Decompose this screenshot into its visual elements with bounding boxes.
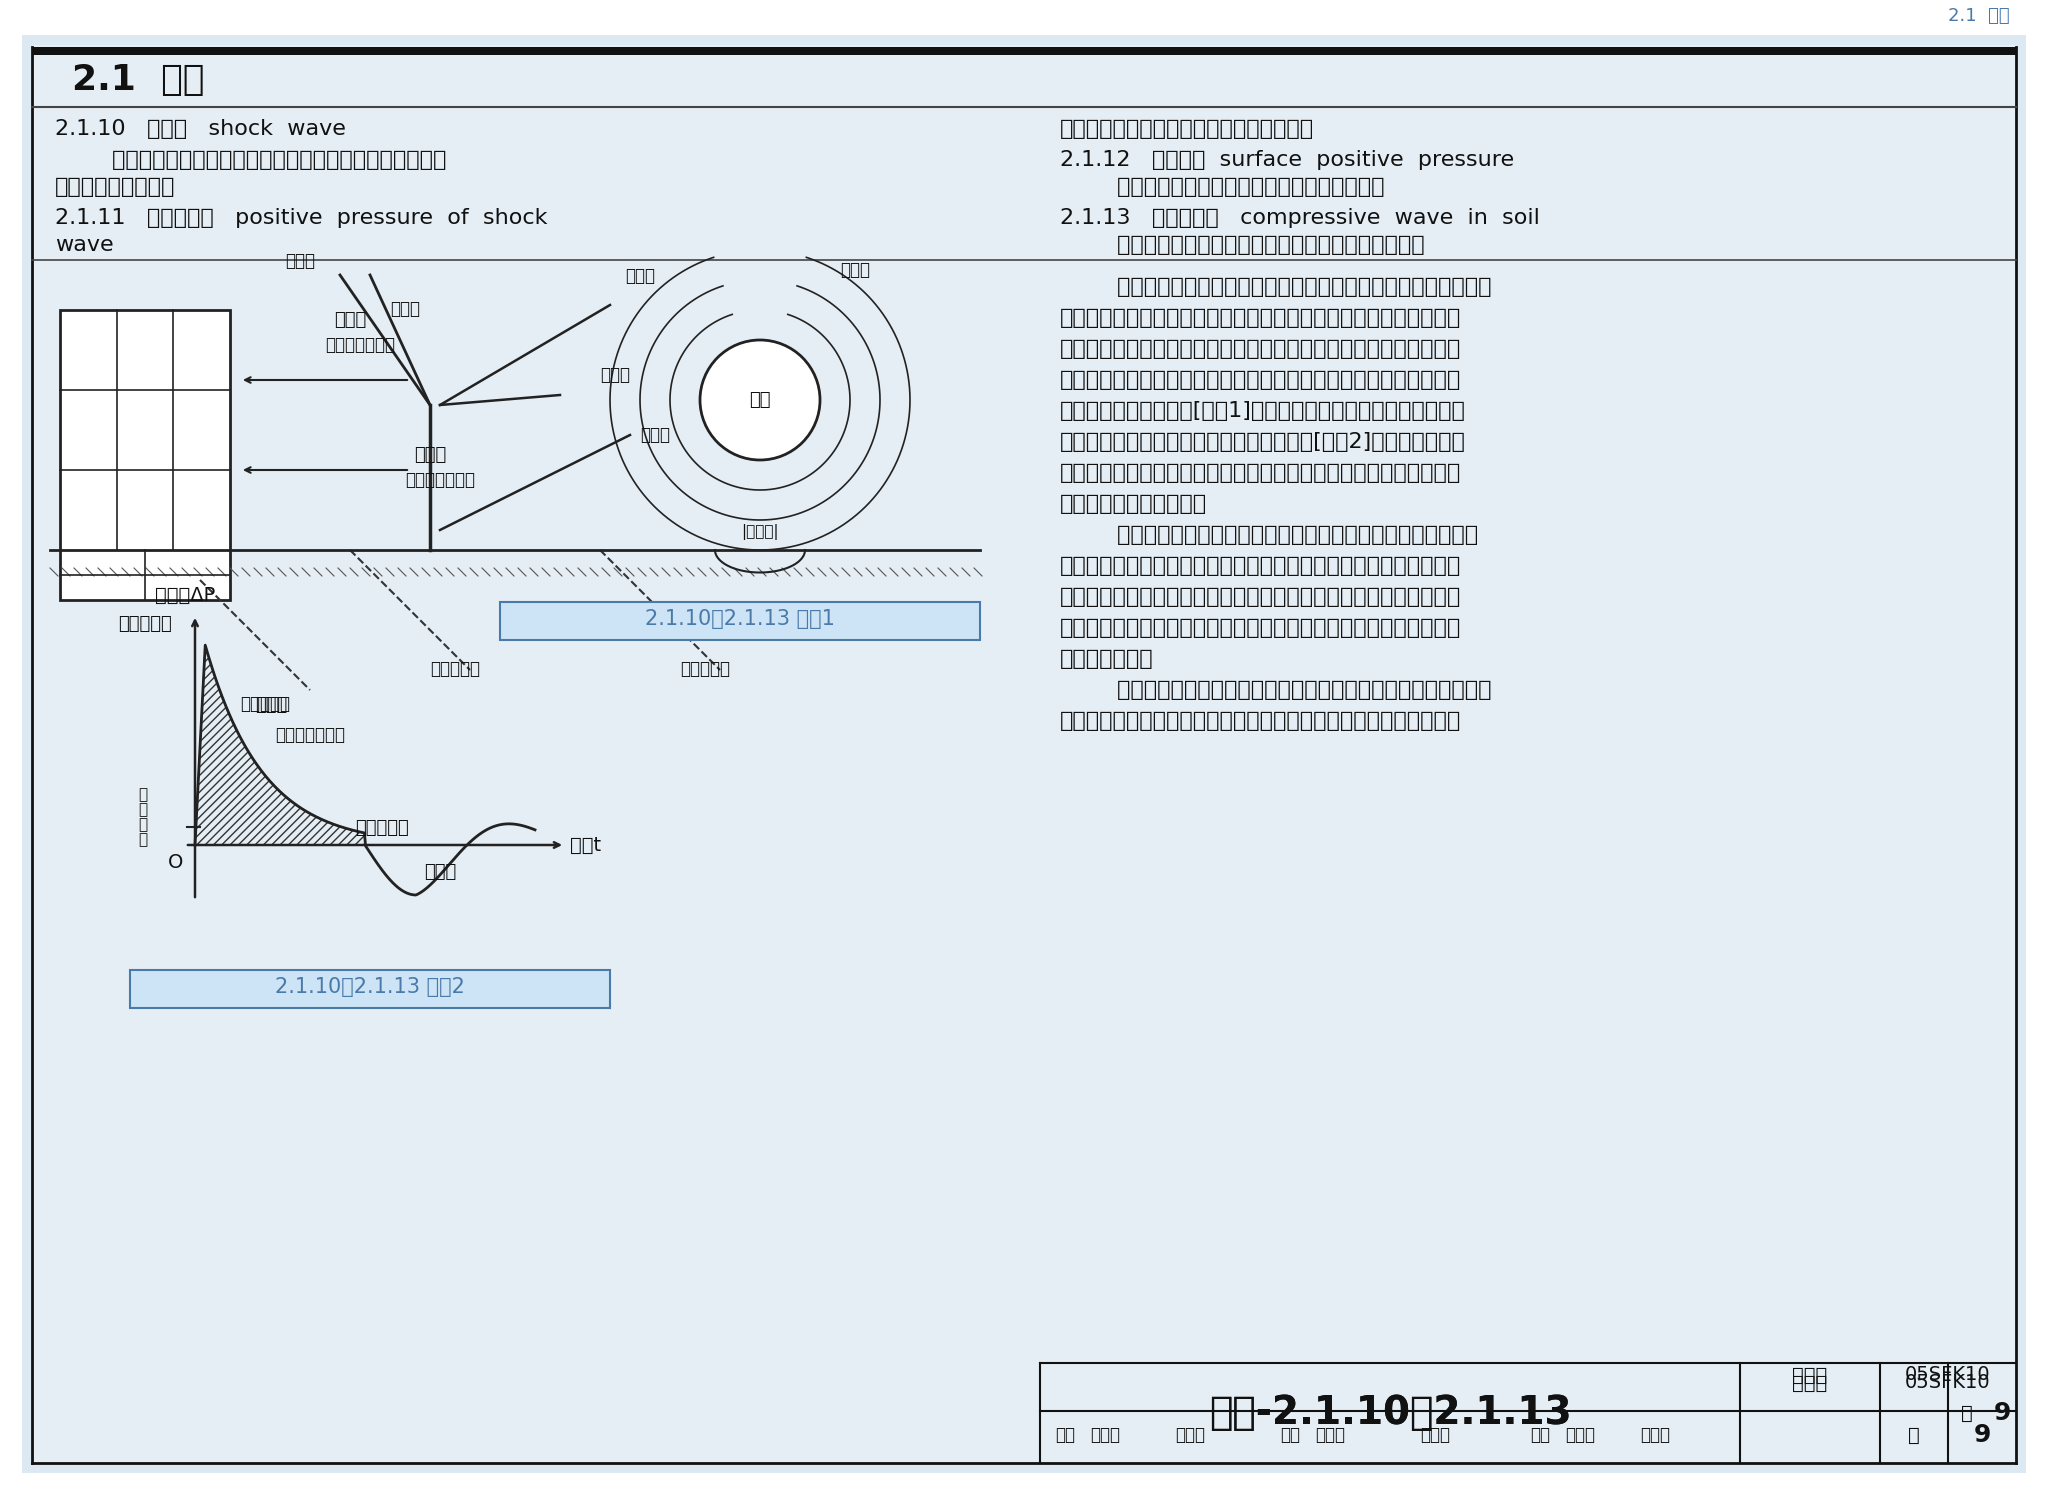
Text: 反射波: 反射波 bbox=[600, 366, 631, 384]
Text: 核爆动荷载: 核爆动荷载 bbox=[119, 614, 172, 632]
Text: 2.1.13   土中压缩波   compressive  wave  in  soil: 2.1.13 土中压缩波 compressive wave in soil bbox=[1061, 208, 1540, 229]
Text: 合成波: 合成波 bbox=[414, 446, 446, 463]
Text: 数强间断面的纵波。: 数强间断面的纵波。 bbox=[55, 176, 176, 197]
Text: 赵贵华: 赵贵华 bbox=[1565, 1426, 1595, 1444]
Text: 2.1.12   地面超压  surface  positive  pressure: 2.1.12 地面超压 surface positive pressure bbox=[1061, 150, 1513, 170]
Text: 土中压缩波: 土中压缩波 bbox=[430, 659, 479, 679]
Text: 爆炸时会在空气中产生空气冲击波，在土中会产生直接土中压缩波。: 爆炸时会在空气中产生空气冲击波，在土中会产生直接土中压缩波。 bbox=[1061, 556, 1462, 576]
Text: 出: 出 bbox=[139, 788, 147, 803]
Text: 土洋平: 土洋平 bbox=[1176, 1426, 1204, 1444]
Text: 爆心: 爆心 bbox=[750, 392, 770, 410]
Text: 页: 页 bbox=[1909, 1426, 1919, 1444]
Bar bbox=[59, 309, 229, 599]
Text: 土中会形成土中压缩波[图示1]。反射波传播到一定距离时，会与入: 土中会形成土中压缩波[图示1]。反射波传播到一定距离时，会与入 bbox=[1061, 401, 1466, 422]
Text: 术语-2.1.10～2.1.13: 术语-2.1.10～2.1.13 bbox=[1208, 1393, 1571, 1432]
Text: 马希荣: 马希荣 bbox=[1090, 1426, 1120, 1444]
Text: 2.1.10   冲击波   shock  wave: 2.1.10 冲击波 shock wave bbox=[55, 120, 346, 139]
Text: 冲击波超压波形: 冲击波超压波形 bbox=[274, 727, 344, 745]
Text: 图集号: 图集号 bbox=[1792, 1374, 1827, 1392]
Text: 现: 现 bbox=[139, 803, 147, 818]
Text: O: O bbox=[168, 854, 182, 872]
Text: 审核: 审核 bbox=[1055, 1426, 1075, 1444]
Text: 超压值ΔP: 超压值ΔP bbox=[156, 586, 215, 605]
Text: 入射波: 入射波 bbox=[639, 426, 670, 444]
Text: 土中压缩波: 土中压缩波 bbox=[680, 659, 729, 679]
Text: wave: wave bbox=[55, 235, 113, 256]
Text: 武器爆炸作用下，在土中传播并使其受到压缩的波。: 武器爆炸作用下，在土中传播并使其受到压缩的波。 bbox=[1061, 235, 1425, 256]
Text: 合成波: 合成波 bbox=[334, 311, 367, 329]
Text: 常规武器主要指装有常规弹头的航弹和导弹。常规武器在地面: 常规武器主要指装有常规弹头的航弹和导弹。常规武器在地面 bbox=[1061, 525, 1479, 546]
Text: 王换东: 王换东 bbox=[1315, 1426, 1346, 1444]
Text: 2.1  术语: 2.1 术语 bbox=[1948, 7, 2009, 25]
Text: （空气冲击波）: （空气冲击波） bbox=[406, 471, 475, 489]
Bar bbox=[33, 46, 2015, 55]
Text: 王映东: 王映东 bbox=[1419, 1426, 1450, 1444]
Text: 2.1.10～2.1.13 图示2: 2.1.10～2.1.13 图示2 bbox=[274, 978, 465, 997]
Text: 高压气团急剧膨胀，猛烈压缩周围空气，在空气中形成具有强间断面: 高压气团急剧膨胀，猛烈压缩周围空气，在空气中形成具有强间断面 bbox=[1061, 308, 1462, 327]
Text: 核武器在空中爆炸时会瞬间形成极高温极高压的气团，随着高温: 核武器在空中爆炸时会瞬间形成极高温极高压的气团，随着高温 bbox=[1061, 277, 1491, 298]
Text: 土中压缩波: 土中压缩波 bbox=[240, 695, 291, 713]
Text: 赵贵平: 赵贵平 bbox=[1640, 1426, 1669, 1444]
Text: 压缩区: 压缩区 bbox=[256, 697, 287, 715]
Text: 的纵波，即空气冲击波。空中爆炸时空气冲击波最初呈球形向周围扩: 的纵波，即空气冲击波。空中爆炸时空气冲击波最初呈球形向周围扩 bbox=[1061, 339, 1462, 359]
Text: 9: 9 bbox=[1993, 1401, 2011, 1425]
Text: 护结构（包括顶板、外墙、临空墙和底板等）会形成明显的动荷载。: 护结构（包括顶板、外墙、临空墙和底板等）会形成明显的动荷载。 bbox=[1061, 712, 1462, 731]
Text: 装药量的大小。: 装药量的大小。 bbox=[1061, 649, 1153, 668]
Text: 术语-2.1.10～2.1.13: 术语-2.1.10～2.1.13 bbox=[1208, 1393, 1571, 1432]
Text: 系指防空地下室室外地面的冲击波超压峰值。: 系指防空地下室室外地面的冲击波超压峰值。 bbox=[1061, 176, 1384, 197]
Text: 而且沿地面传播的空气冲击波在土中也会引发感生土中压缩波。防常: 而且沿地面传播的空气冲击波在土中也会引发感生土中压缩波。防常 bbox=[1061, 588, 1462, 607]
Text: 规武器抗力级别是按其在地面爆炸时的破坏效应划分的，主要取决于: 规武器抗力级别是按其在地面爆炸时的破坏效应划分的，主要取决于 bbox=[1061, 617, 1462, 638]
Text: 正常大气压: 正常大气压 bbox=[354, 819, 410, 837]
Text: 9: 9 bbox=[1974, 1423, 1991, 1447]
Text: 校对: 校对 bbox=[1280, 1426, 1300, 1444]
Text: 2.1  术语: 2.1 术语 bbox=[72, 63, 205, 97]
Text: 设计: 设计 bbox=[1530, 1426, 1550, 1444]
Text: 入射波: 入射波 bbox=[840, 262, 870, 280]
Text: |反射波|: |反射波| bbox=[741, 525, 778, 540]
Text: 入射波: 入射波 bbox=[625, 268, 655, 286]
Text: 防地面超压大小划分的。: 防地面超压大小划分的。 bbox=[1061, 493, 1206, 514]
Text: 入射波: 入射波 bbox=[285, 253, 315, 271]
Text: 张，当入射波传播到地面时，在地面以上的空气中会形成反射波，在: 张，当入射波传播到地面时，在地面以上的空气中会形成反射波，在 bbox=[1061, 369, 1462, 390]
Text: 时间t: 时间t bbox=[569, 836, 602, 855]
Text: 武器爆炸形成的地面冲击波和土中压缩波对防空地下室的人防围: 武器爆炸形成的地面冲击波和土中压缩波对防空地下室的人防围 bbox=[1061, 680, 1491, 700]
Text: 05SFK10: 05SFK10 bbox=[1905, 1374, 1991, 1392]
Text: 空气冲击波的简称。武器爆炸在空气中形成的具有空气参: 空气冲击波的简称。武器爆炸在空气中形成的具有空气参 bbox=[55, 150, 446, 170]
Text: 2.1.11   冲击波超压   positive  pressure  of  shock: 2.1.11 冲击波超压 positive pressure of shock bbox=[55, 208, 547, 229]
Bar bbox=[129, 970, 610, 1008]
Text: （空气冲击波）: （空气冲击波） bbox=[326, 336, 395, 354]
Text: 稀疏区: 稀疏区 bbox=[424, 863, 457, 881]
Text: 05SFK10: 05SFK10 bbox=[1905, 1365, 1991, 1384]
Text: 页: 页 bbox=[1962, 1404, 1972, 1423]
Text: 冲击波压缩区内超过周围大气压的压力值。: 冲击波压缩区内超过周围大气压的压力值。 bbox=[1061, 120, 1315, 139]
Text: 2.1.10～2.1.13 图示1: 2.1.10～2.1.13 图示1 bbox=[645, 608, 836, 629]
Text: 射波汇合形成沿地面水平传播的地面冲击波[图示2]。量大面广的防: 射波汇合形成沿地面水平传播的地面冲击波[图示2]。量大面广的防 bbox=[1061, 432, 1466, 451]
Text: 图集号: 图集号 bbox=[1792, 1365, 1827, 1384]
Circle shape bbox=[700, 339, 819, 460]
Bar bbox=[500, 602, 981, 640]
Text: 超: 超 bbox=[139, 818, 147, 833]
Text: 压: 压 bbox=[139, 833, 147, 848]
Text: 空地下室一般处在地面冲击波作用的区域中。防核武器抗力级别是按: 空地下室一般处在地面冲击波作用的区域中。防核武器抗力级别是按 bbox=[1061, 463, 1462, 483]
Text: 反射波: 反射波 bbox=[389, 300, 420, 318]
